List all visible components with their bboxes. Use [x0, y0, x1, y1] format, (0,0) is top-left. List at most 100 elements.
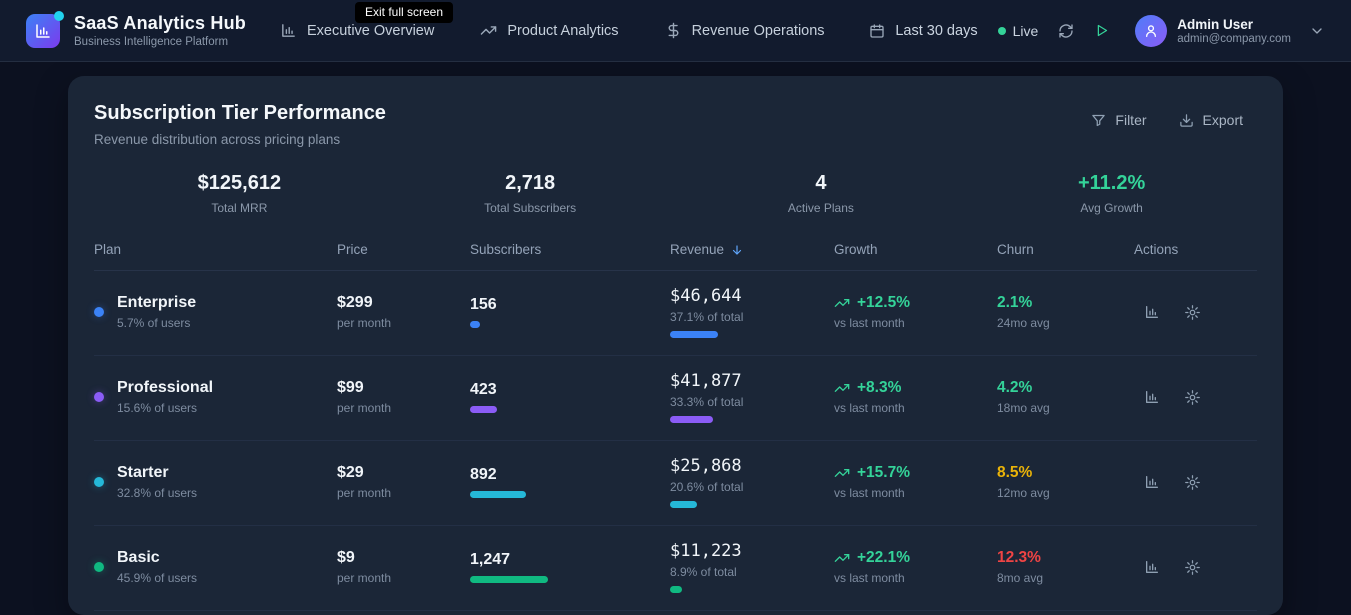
column-header-plan[interactable]: Plan [94, 242, 122, 257]
revenue-value: $46,644 [670, 286, 742, 306]
growth-cell: +8.3% vs last month [834, 379, 997, 415]
table-row-basic[interactable]: Basic 45.9% of users $9 per month 1,247 … [94, 526, 1257, 611]
stat-label: Total Subscribers [484, 201, 577, 215]
trending-up-icon [834, 550, 850, 566]
revenue-value: $25,868 [670, 456, 742, 476]
column-header-churn[interactable]: Churn [997, 242, 1034, 257]
stat-active-plans: 4 Active Plans [676, 172, 967, 215]
row-settings-button[interactable] [1184, 389, 1201, 406]
nav-executive-overview[interactable]: Executive Overview [280, 22, 434, 39]
row-settings-button[interactable] [1184, 474, 1201, 491]
price-period: per month [337, 571, 392, 585]
stat-label: Avg Growth [1080, 201, 1143, 215]
brand[interactable]: SaaS Analytics Hub Business Intelligence… [26, 10, 246, 48]
churn-cell: 4.2% 18mo avg [997, 379, 1134, 415]
brand-text: SaaS Analytics Hub Business Intelligence… [74, 13, 246, 48]
price-cell: $99 per month [337, 379, 470, 415]
download-icon [1179, 113, 1194, 128]
filter-button[interactable]: Filter [1091, 112, 1147, 128]
row-settings-button[interactable] [1184, 559, 1201, 576]
revenue-pct: 8.9% of total [670, 565, 737, 579]
plan-users-pct: 5.7% of users [117, 316, 191, 330]
row-chart-button[interactable] [1144, 474, 1160, 491]
dollar-sign-icon [665, 22, 682, 39]
date-range-label: Last 30 days [895, 22, 978, 39]
actions-cell [1134, 389, 1257, 406]
revenue-cell: $25,868 20.6% of total [670, 456, 834, 508]
bar-chart-icon [1144, 389, 1160, 405]
stat-value: $125,612 [197, 172, 282, 194]
revenue-value: $41,877 [670, 371, 742, 391]
column-header-subscribers[interactable]: Subscribers [470, 242, 542, 257]
subscribers-value: 423 [470, 381, 497, 398]
user-name: Admin User [1177, 16, 1254, 32]
table-row-starter[interactable]: Starter 32.8% of users $29 per month 892… [94, 441, 1257, 526]
table-row-professional[interactable]: Professional 15.6% of users $99 per mont… [94, 356, 1257, 441]
tier-dot [94, 392, 104, 402]
stats-row: $125,612 Total MRR 2,718 Total Subscribe… [94, 172, 1257, 215]
row-settings-button[interactable] [1184, 304, 1201, 321]
price-value: $299 [337, 294, 373, 311]
plan-name: Starter [117, 464, 169, 481]
growth-cell: +22.1% vs last month [834, 549, 997, 585]
brand-subtitle: Business Intelligence Platform [74, 36, 229, 48]
gear-icon [1184, 474, 1201, 491]
brand-title: SaaS Analytics Hub [74, 13, 246, 33]
churn-cell: 12.3% 8mo avg [997, 549, 1134, 585]
nav-label: Product Analytics [507, 22, 619, 39]
card-actions: Filter Export [1091, 112, 1243, 128]
user-email: admin@company.com [1177, 32, 1291, 45]
exit-fullscreen-tooltip: Exit full screen [355, 2, 454, 23]
subscribers-cell: 423 [470, 381, 670, 413]
column-header-price[interactable]: Price [337, 242, 368, 257]
column-header-revenue[interactable]: Revenue [670, 242, 834, 257]
chevron-down-icon [1309, 23, 1325, 39]
table-row-enterprise[interactable]: Enterprise 5.7% of users $299 per month … [94, 271, 1257, 356]
card-header-text: Subscription Tier Performance Revenue di… [94, 102, 386, 147]
bar-chart-icon [1144, 559, 1160, 575]
subscribers-bar [470, 576, 548, 583]
stat-avg-growth: +11.2% Avg Growth [966, 172, 1257, 215]
trending-up-icon [834, 380, 850, 396]
table-header: Plan Price Subscribers Revenue Growth Churn Ac… [94, 242, 1257, 271]
churn-value: 2.1% [997, 294, 1033, 311]
row-chart-button[interactable] [1144, 559, 1160, 576]
stat-label: Total MRR [211, 201, 268, 215]
growth-period: vs last month [834, 401, 905, 415]
export-button[interactable]: Export [1179, 112, 1243, 128]
growth-value: +8.3% [857, 379, 902, 396]
nav-product-analytics[interactable]: Product Analytics [480, 22, 619, 39]
plan-users-pct: 15.6% of users [117, 401, 198, 415]
status-dot [54, 10, 64, 21]
churn-period: 24mo avg [997, 316, 1050, 330]
user-menu[interactable]: Admin User admin@company.com [1135, 14, 1325, 47]
play-button[interactable] [1094, 23, 1109, 38]
user-icon [1143, 23, 1159, 39]
table-body: Enterprise 5.7% of users $299 per month … [94, 271, 1257, 611]
revenue-cell: $11,223 8.9% of total [670, 541, 834, 593]
price-cell: $29 per month [337, 464, 470, 500]
card-subtitle: Revenue distribution across pricing plan… [94, 132, 341, 147]
churn-value: 12.3% [997, 549, 1041, 566]
subscribers-cell: 156 [470, 296, 670, 328]
date-range-selector[interactable]: Last 30 days [869, 22, 978, 39]
bar-chart-icon [1144, 474, 1160, 490]
nav-label: Revenue Operations [691, 22, 825, 39]
row-chart-button[interactable] [1144, 304, 1160, 321]
revenue-cell: $41,877 33.3% of total [670, 371, 834, 423]
column-header-actions[interactable]: Actions [1134, 242, 1179, 257]
nav-revenue-operations[interactable]: Revenue Operations [665, 22, 825, 39]
refresh-button[interactable] [1058, 23, 1074, 39]
row-chart-button[interactable] [1144, 389, 1160, 406]
price-period: per month [337, 316, 392, 330]
revenue-pct: 37.1% of total [670, 310, 744, 324]
column-header-growth[interactable]: Growth [834, 242, 878, 257]
refresh-icon [1058, 23, 1074, 39]
plan-name: Enterprise [117, 294, 197, 311]
actions-cell [1134, 304, 1257, 321]
growth-cell: +15.7% vs last month [834, 464, 997, 500]
plan-users-pct: 45.9% of users [117, 571, 198, 585]
stat-total-subscribers: 2,718 Total Subscribers [385, 172, 676, 215]
revenue-pct: 20.6% of total [670, 480, 744, 494]
subscribers-cell: 892 [470, 466, 670, 498]
